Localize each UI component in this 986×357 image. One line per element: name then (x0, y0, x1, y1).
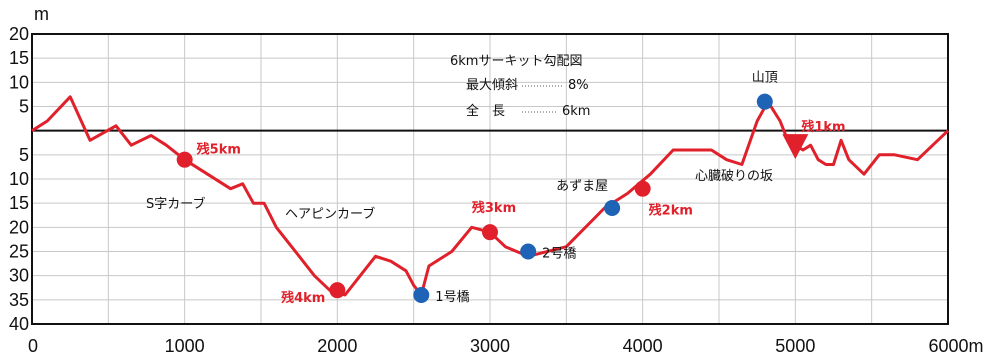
marker-label: 残1km (801, 119, 845, 135)
y-unit-label: m (34, 4, 49, 24)
marker-landmark (756, 93, 773, 110)
marker-label: 残4km (281, 290, 325, 306)
y-tick-label: 35 (9, 290, 29, 310)
annotation-heartbreak-hill: 心臓破りの坂 (695, 169, 773, 184)
plot-frame (31, 33, 949, 325)
annotation-hairpin: ヘアピンカーブ (285, 206, 375, 222)
info-length-value: 6km (562, 104, 590, 119)
x-tick-label: 3000 (470, 336, 510, 356)
marker-label: あずま屋 (556, 179, 608, 194)
y-tick-label: 30 (9, 266, 29, 286)
y-axis-ticks: 20 15 10 5 5 10 15 20 25 30 35 40 (9, 24, 29, 334)
info-box: 6kmサーキット勾配図 最大傾斜 8% 全 長 6km (450, 54, 590, 119)
y-tick-label: 5 (19, 145, 29, 165)
y-tick-label: 10 (9, 169, 29, 189)
annotation-s-curve: S字カーブ (146, 196, 205, 212)
x-tick-label: 2000 (317, 336, 357, 356)
marker-label: 2号橋 (542, 247, 576, 262)
marker-triangle (782, 134, 809, 160)
marker-label: 残5km (197, 142, 241, 158)
y-tick-label: 40 (9, 314, 29, 334)
marker-distance (634, 180, 651, 197)
y-tick-label: 15 (9, 48, 29, 68)
marker-label: 山頂 (752, 71, 778, 86)
info-grade-label: 最大傾斜 (466, 78, 518, 93)
x-tick-label: 1000 (165, 336, 205, 356)
marker-distance (482, 224, 498, 241)
marker-label: 1号橋 (435, 290, 469, 305)
y-tick-label: 5 (19, 97, 29, 117)
marker-label: 残3km (472, 200, 516, 216)
x-axis-ticks: 0 1000 2000 3000 4000 5000 6000m (28, 336, 984, 356)
y-tick-label: 15 (9, 193, 29, 213)
marker-distance (176, 151, 193, 168)
marker-label: 残2km (649, 203, 693, 219)
x-tick-label: 6000m (928, 336, 983, 356)
marker-landmark (520, 243, 537, 260)
info-grade-value: 8% (568, 78, 589, 93)
x-tick-label: 5000 (775, 336, 815, 356)
info-length-label: 全 長 (466, 103, 505, 119)
marker-landmark (604, 200, 621, 216)
marker-landmark (413, 287, 430, 303)
course-annotations: S字カーブ ヘアピンカーブ 心臓破りの坂 (146, 169, 773, 222)
y-tick-label: 25 (9, 242, 29, 262)
y-tick-label: 20 (9, 217, 29, 237)
marker-distance (329, 282, 346, 299)
y-tick-label: 20 (9, 24, 29, 44)
x-tick-label: 4000 (623, 336, 663, 356)
info-title: 6kmサーキット勾配図 (450, 54, 582, 69)
x-tick-label: 0 (28, 336, 38, 356)
y-tick-label: 10 (9, 72, 29, 92)
